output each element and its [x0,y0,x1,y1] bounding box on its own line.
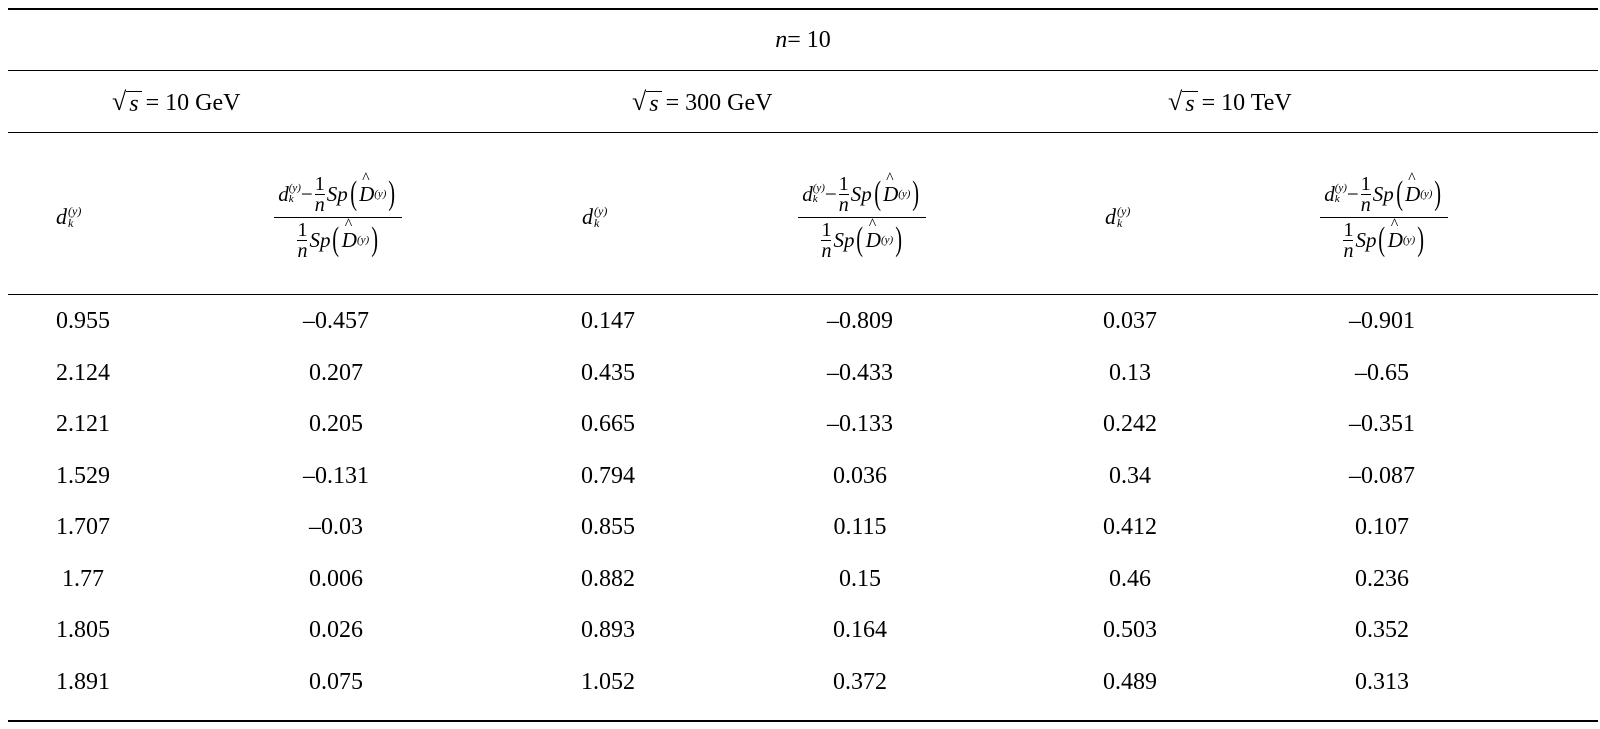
table-cell: 1.891 [56,668,110,695]
table-cell: –0.457 [303,308,369,335]
table-cell: 0.164 [833,617,887,644]
table-cell: 2.121 [56,411,110,438]
table-cell: 0.205 [309,411,363,438]
energy-value: = 10 GeV [145,89,241,116]
bottom-rule [8,720,1598,722]
table-cell: 0.236 [1355,565,1409,592]
table-cell: –0.131 [303,462,369,489]
table-row: 0.955 –0.457 0.147 –0.809 0.037 –0.901 [8,296,1598,348]
energy-header-10tev: √ s = 10 TeV [1168,72,1292,134]
table-cell: 0.107 [1355,514,1409,541]
title-rule [8,70,1598,71]
table-row: 1.707 –0.03 0.855 0.115 0.412 0.107 [8,502,1598,554]
top-rule [8,8,1598,10]
table-cell: 0.15 [839,565,881,592]
table-row: 1.891 0.075 1.052 0.372 0.489 0.313 [8,657,1598,709]
table-cell: 0.115 [833,514,887,541]
table-cell: 0.242 [1103,411,1157,438]
table-row: 1.529 –0.131 0.794 0.036 0.34 –0.087 [8,451,1598,503]
sqrt-symbol: √ s [632,88,662,117]
table-cell: 0.036 [833,462,887,489]
title-value: = 10 [787,26,831,53]
energy-header-row: √ s = 10 GeV √ s = 300 GeV √ s = 10 TeV [8,72,1598,134]
table-cell: 0.503 [1103,617,1157,644]
sqrt-symbol: √ s [112,88,142,117]
table-cell: 0.006 [309,565,363,592]
table-cell: –0.433 [827,359,893,386]
table-cell: 0.13 [1109,359,1151,386]
table-cell: 0.882 [581,565,635,592]
table-cell: –0.901 [1349,308,1415,335]
table-cell: 1.77 [62,565,104,592]
table-cell: 1.052 [581,668,635,695]
header-rule [8,294,1598,295]
table-cell: 0.435 [581,359,635,386]
table-cell: 0.34 [1109,462,1151,489]
table-cell: –0.03 [309,514,363,541]
table-cell: 1.529 [56,462,110,489]
table-cell: 0.665 [581,411,635,438]
table-cell: 0.955 [56,308,110,335]
table-cell: 0.207 [309,359,363,386]
table-row: 1.77 0.006 0.882 0.15 0.46 0.236 [8,554,1598,606]
table-body: 0.955 –0.457 0.147 –0.809 0.037 –0.901 2.124 0.… [8,296,1598,708]
table-row: 2.121 0.205 0.665 –0.133 0.242 –0.351 [8,399,1598,451]
energy-rule [8,132,1598,133]
table-cell: 0.893 [581,617,635,644]
table-cell: 0.075 [309,668,363,695]
table-cell: –0.65 [1355,359,1409,386]
title-variable: n [775,26,788,53]
table-cell: 0.46 [1109,565,1151,592]
table-cell: –0.351 [1349,411,1415,438]
table-cell: –0.809 [827,308,893,335]
table-cell: 0.794 [581,462,635,489]
table-cell: –0.133 [827,411,893,438]
table-cell: 0.412 [1103,514,1157,541]
table-cell: 0.489 [1103,668,1157,695]
table-cell: 0.037 [1103,308,1157,335]
energy-value: = 300 GeV [665,89,773,116]
table-cell: 1.707 [56,514,110,541]
header-dk-1: d (y) k [56,204,82,230]
table-cell: 0.352 [1355,617,1409,644]
table-cell: 0.372 [833,668,887,695]
table-cell: 0.026 [309,617,363,644]
table-cell: 0.313 [1355,668,1409,695]
header-dk-3: d (y) k [1105,204,1131,230]
energy-header-10gev: √ s = 10 GeV [112,72,240,134]
table-row: 1.805 0.026 0.893 0.164 0.503 0.352 [8,605,1598,657]
energy-header-300gev: √ s = 300 GeV [632,72,772,134]
table-title: n = 10 [8,8,1598,72]
header-dk-2: d (y) k [582,204,608,230]
table-cell: 1.805 [56,617,110,644]
table-cell: 0.147 [581,308,635,335]
table-cell: 0.855 [581,514,635,541]
table-cell: –0.087 [1349,462,1415,489]
sqrt-symbol: √ s [1168,88,1198,117]
table-row: 2.124 0.207 0.435 –0.433 0.13 –0.65 [8,348,1598,400]
energy-value: = 10 TeV [1201,89,1292,116]
table-cell: 2.124 [56,359,110,386]
